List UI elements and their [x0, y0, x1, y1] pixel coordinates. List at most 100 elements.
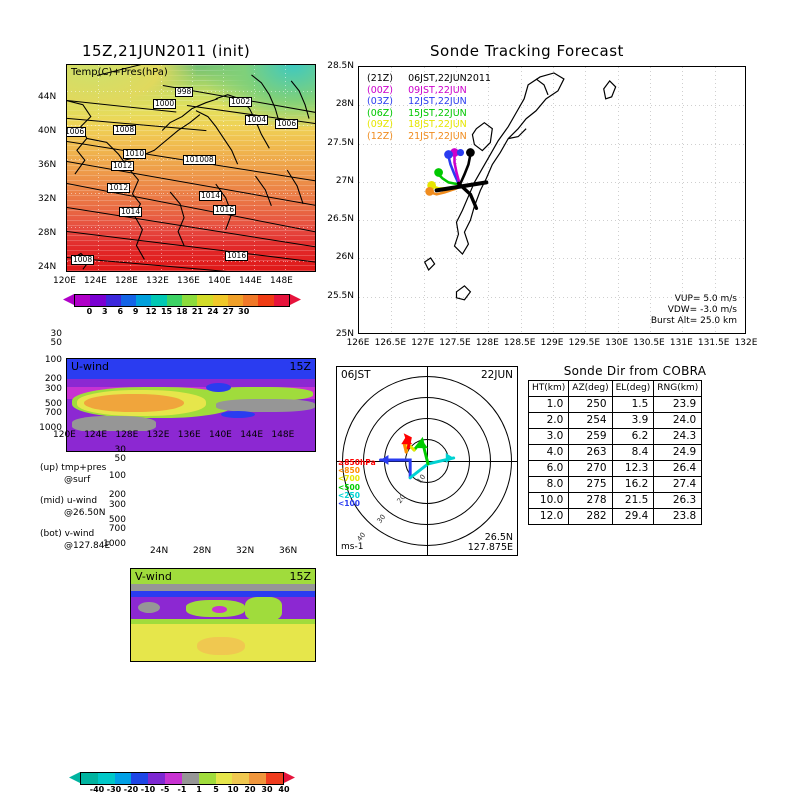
colorbar-tick: 3 — [102, 307, 108, 316]
grid-line — [456, 67, 457, 333]
map-ytick: 40N — [38, 126, 57, 136]
legend-item: (09Z) 18JST,22JUN — [367, 119, 491, 131]
uwind-header: U-wind 15Z — [67, 359, 315, 374]
colorbar-swatch — [198, 773, 216, 784]
vwind-xtick: 28N — [193, 546, 212, 556]
uwind-xtick: 144E — [240, 430, 264, 440]
table-row: 1.0 250 1.5 23.9 — [527, 396, 703, 413]
vwind-ytick: 700 — [108, 524, 126, 534]
legend-item: (03Z) 12JST,22JUN — [367, 96, 491, 108]
grid-line — [359, 258, 745, 260]
track-ytick: 28N — [335, 99, 354, 110]
grid-line — [359, 220, 745, 222]
track-xtick: 132E — [734, 338, 758, 348]
vwind-xtick: 36N — [279, 546, 298, 556]
table-cell: 8.4 — [611, 444, 655, 461]
track-xtick: 131.5E — [697, 338, 730, 348]
colorbar-tick: 27 — [222, 307, 234, 316]
colorbar-swatch — [105, 295, 121, 306]
legend-item: (21Z) 06JST,22JUN2011 — [367, 73, 491, 85]
table-row: 2.0 254 3.9 24.0 — [527, 412, 703, 429]
legend-label: 12JST,22JUN — [408, 96, 467, 107]
contour-label: 1000 — [153, 99, 177, 109]
grid-line — [714, 67, 716, 333]
grid-line — [488, 67, 490, 333]
contour-label: 1010 — [123, 149, 147, 159]
colorbar-tick: 1 — [196, 785, 202, 794]
table-column-header: HT(km) — [527, 380, 570, 397]
contour-label: 1004 — [245, 115, 269, 125]
colorbar-swatch — [90, 295, 106, 306]
table-cell: 21.5 — [611, 492, 655, 509]
table-cell: 2.0 — [527, 412, 570, 429]
uwind-time: 15Z — [289, 360, 311, 373]
table-cell: 29.4 — [611, 508, 655, 525]
grid-line — [650, 67, 651, 333]
contour-label: 101008 — [183, 155, 216, 165]
legend-item: (06Z) 15JST,22JUN — [367, 108, 491, 120]
uwind-cross-section: U-wind 15Z — [66, 358, 316, 452]
colorbar-swatch — [120, 295, 137, 306]
table-cell: 24.3 — [653, 428, 703, 445]
track-ytick: 26N — [335, 252, 354, 263]
table-cell: 3.0 — [527, 428, 570, 445]
legend-label: 06JST,22JUN2011 — [408, 73, 491, 84]
track-xtick: 128E — [475, 338, 499, 348]
track-ytick: 25.5N — [327, 290, 354, 301]
legend-item: (00Z) 09JST,22JUN — [367, 85, 491, 97]
grid-line — [359, 296, 745, 298]
legend-label: 18JST,22JUN — [408, 119, 467, 130]
track-xtick: 126.5E — [374, 338, 407, 348]
table-cell: 254 — [568, 412, 613, 429]
colorbar-tick: -10 — [140, 785, 156, 794]
level-label: ≥850hPa — [338, 458, 376, 467]
table-cell: 12.3 — [611, 460, 655, 477]
colorbar-swatch — [266, 773, 283, 784]
colorbar-tick: 10 — [227, 785, 239, 794]
table-cell: 26.3 — [653, 492, 703, 509]
grid-line — [359, 105, 745, 107]
track-xtick: 127E — [411, 338, 435, 348]
vwind-xtick: 24N — [150, 546, 169, 556]
table-cell: 282 — [568, 508, 613, 525]
map-ytick: 28N — [38, 228, 57, 238]
track-notes: VUP= 5.0 m/s VDW= -3.0 m/s Burst Alt= 25… — [651, 294, 737, 327]
level-label: <850 — [338, 466, 360, 476]
grid-line — [585, 67, 587, 333]
track-ytick: 27.5N — [327, 137, 354, 148]
grid-line — [520, 67, 522, 333]
uwind-xtick: 140E — [209, 430, 232, 440]
colorbar-tick: 24 — [207, 307, 219, 316]
colorbar-tick: 9 — [132, 307, 139, 316]
track-title: Sonde Tracking Forecast — [430, 42, 624, 60]
wind-colorbar: -40 -30 -20 -10 -5 -1 1 5 10 20 30 40 — [69, 772, 295, 796]
contour-label: 1006 — [275, 119, 299, 129]
table-column-header: EL(deg) — [611, 380, 655, 397]
colorbar-tick: 40 — [278, 785, 290, 794]
track-ytick: 27N — [335, 175, 354, 186]
table-cell: 250 — [568, 396, 613, 413]
uwind-ytick: 50 — [50, 338, 62, 348]
table-row: 12.0 282 29.4 23.8 — [527, 508, 703, 525]
table-cell: 23.9 — [653, 396, 703, 413]
contour-label: 1008 — [71, 255, 95, 265]
uwind-ytick: 100 — [44, 355, 62, 365]
table-cell: 3.9 — [611, 412, 655, 429]
colorbar-swatch — [258, 295, 274, 306]
table-cell: 24.0 — [653, 412, 703, 429]
track-xtick: 129E — [540, 338, 564, 348]
legend-label: 15JST,22JUN — [408, 107, 467, 119]
uwind-title: U-wind — [71, 360, 110, 373]
table-cell: 6.2 — [611, 428, 655, 445]
annotation-up-line2: @surf — [64, 475, 91, 485]
legend-time: (03Z) — [367, 96, 394, 107]
colorbar-tick: -30 — [106, 785, 122, 794]
table-cell: 12.0 — [527, 508, 570, 525]
map-ytick: 24N — [38, 262, 57, 272]
burst-alt-note: Burst Alt= 25.0 km — [650, 316, 737, 326]
table-cell: 278 — [568, 492, 613, 509]
map-title: 15Z,21JUN2011 (init) — [82, 42, 251, 60]
colorbar-tick: 5 — [213, 785, 219, 794]
grid-line — [617, 67, 619, 333]
legend-time: (00Z) — [367, 84, 394, 96]
